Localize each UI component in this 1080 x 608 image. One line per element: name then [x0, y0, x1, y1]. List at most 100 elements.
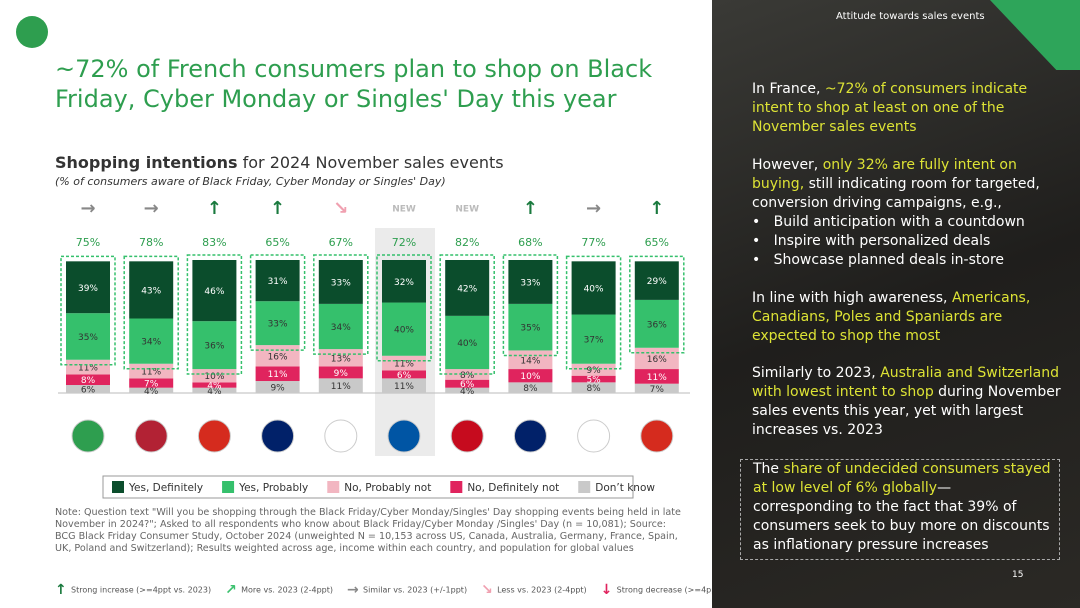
trend-legend-label: Similar vs. 2023 (+/-1ppt) [363, 586, 467, 595]
bar-segment [634, 383, 679, 393]
bar-segment [571, 314, 616, 364]
yes-outline [565, 255, 622, 370]
bar-segment [318, 366, 363, 379]
value-label: 9% [270, 384, 285, 394]
value-label: 42% [457, 284, 477, 294]
trend-indicator: ↑ [270, 198, 285, 219]
chart-title: Shopping intentions for 2024 November sa… [55, 153, 504, 172]
total-label: 67% [329, 236, 353, 249]
value-label: 9% [334, 369, 349, 379]
legend [102, 475, 634, 499]
value-label: 34% [331, 323, 351, 333]
bar-segment [129, 387, 174, 393]
flag [71, 419, 105, 453]
legend-swatch [578, 481, 591, 493]
bar-segment [129, 363, 174, 379]
yes-outline [502, 254, 559, 357]
value-label: 7% [144, 380, 159, 390]
logo [16, 16, 48, 48]
value-label: 10% [204, 372, 224, 382]
value-label: 43% [141, 286, 161, 296]
bar-segment [634, 299, 679, 348]
value-label: 16% [647, 355, 667, 365]
trend-symbol: ↓ [601, 582, 613, 598]
bar-segment [129, 318, 174, 364]
bar-segment [508, 382, 553, 393]
value-label: 4% [460, 387, 475, 397]
value-label: 16% [268, 352, 288, 362]
bar-segment [66, 261, 110, 314]
value-label: 36% [204, 342, 224, 352]
bar-segment [571, 363, 616, 376]
value-label: 36% [647, 320, 667, 330]
bar-segment [445, 315, 490, 370]
bar-segment [634, 369, 679, 384]
headline: ~72% of French consumers plan to shop on… [55, 55, 653, 113]
value-label: 39% [78, 284, 98, 294]
value-label: 11% [331, 382, 351, 392]
bar-segment [445, 387, 490, 393]
flag [197, 419, 231, 453]
total-label: 75% [76, 236, 100, 249]
value-label: 4% [207, 387, 222, 397]
trend-legend-label: More vs. 2023 (2-4ppt) [241, 586, 333, 595]
footnote: Note: Question text "Will you be shoppin… [55, 507, 681, 554]
flag [324, 419, 358, 453]
trend-legend-label: Strong decrease (>=4ppt vs. 2023) [617, 586, 712, 595]
value-label: 40% [584, 284, 604, 294]
value-label: 40% [457, 339, 477, 349]
paragraph: In line with high awareness, Americans, … [752, 290, 1031, 344]
bar-segment [508, 303, 553, 351]
trend-indicator: ↘ [333, 198, 348, 219]
value-label: 33% [268, 320, 288, 330]
legend-swatch [327, 481, 340, 493]
yes-outline [629, 255, 685, 354]
bar-segment [66, 374, 110, 386]
bar-segment [192, 260, 237, 322]
yes-outline [376, 254, 432, 362]
side-panel [712, 0, 1080, 608]
bar-segment [66, 359, 110, 375]
corner-tag [990, 0, 1080, 70]
flag [513, 419, 547, 453]
value-label: 14% [520, 356, 540, 366]
bar-segment [382, 260, 426, 303]
value-label: 34% [141, 338, 161, 348]
bar-segment [129, 378, 174, 388]
value-label: 13% [331, 354, 351, 364]
bar-segment [66, 385, 110, 393]
yes-outline [313, 254, 369, 355]
total-label: 68% [518, 236, 542, 249]
value-label: 32% [394, 278, 414, 288]
bar-segment [255, 366, 300, 382]
legend-label: No, Definitely not [467, 482, 559, 494]
trend-indicator: NEW [392, 205, 416, 215]
total-label: 77% [581, 236, 605, 249]
bar-segment [255, 381, 300, 393]
legend-label: Yes, Definitely [128, 482, 203, 494]
bar-segment [571, 261, 616, 315]
yes-outline [60, 255, 116, 366]
bar-segment [255, 260, 300, 302]
bar-segment [192, 321, 237, 370]
value-label: 8% [460, 371, 475, 381]
bar-segment [192, 369, 237, 383]
flag [640, 419, 674, 453]
bar-segment [382, 355, 426, 371]
bar-segment [382, 302, 426, 356]
value-label: 46% [204, 287, 224, 297]
bar-segment [571, 382, 616, 393]
value-label: 29% [647, 277, 667, 287]
value-label: 8% [81, 376, 96, 386]
trend-symbol: ↗ [225, 582, 237, 598]
trend-indicator: → [80, 198, 95, 219]
trend-indicator: → [586, 198, 601, 219]
bar-segment [445, 379, 490, 388]
value-label: 9% [586, 366, 601, 376]
value-label: 10% [520, 372, 540, 382]
total-label: 82% [455, 236, 479, 249]
panel-header: Attitude towards sales events [836, 11, 985, 22]
flag [261, 419, 295, 453]
legend-label: No, Probably not [344, 482, 431, 494]
